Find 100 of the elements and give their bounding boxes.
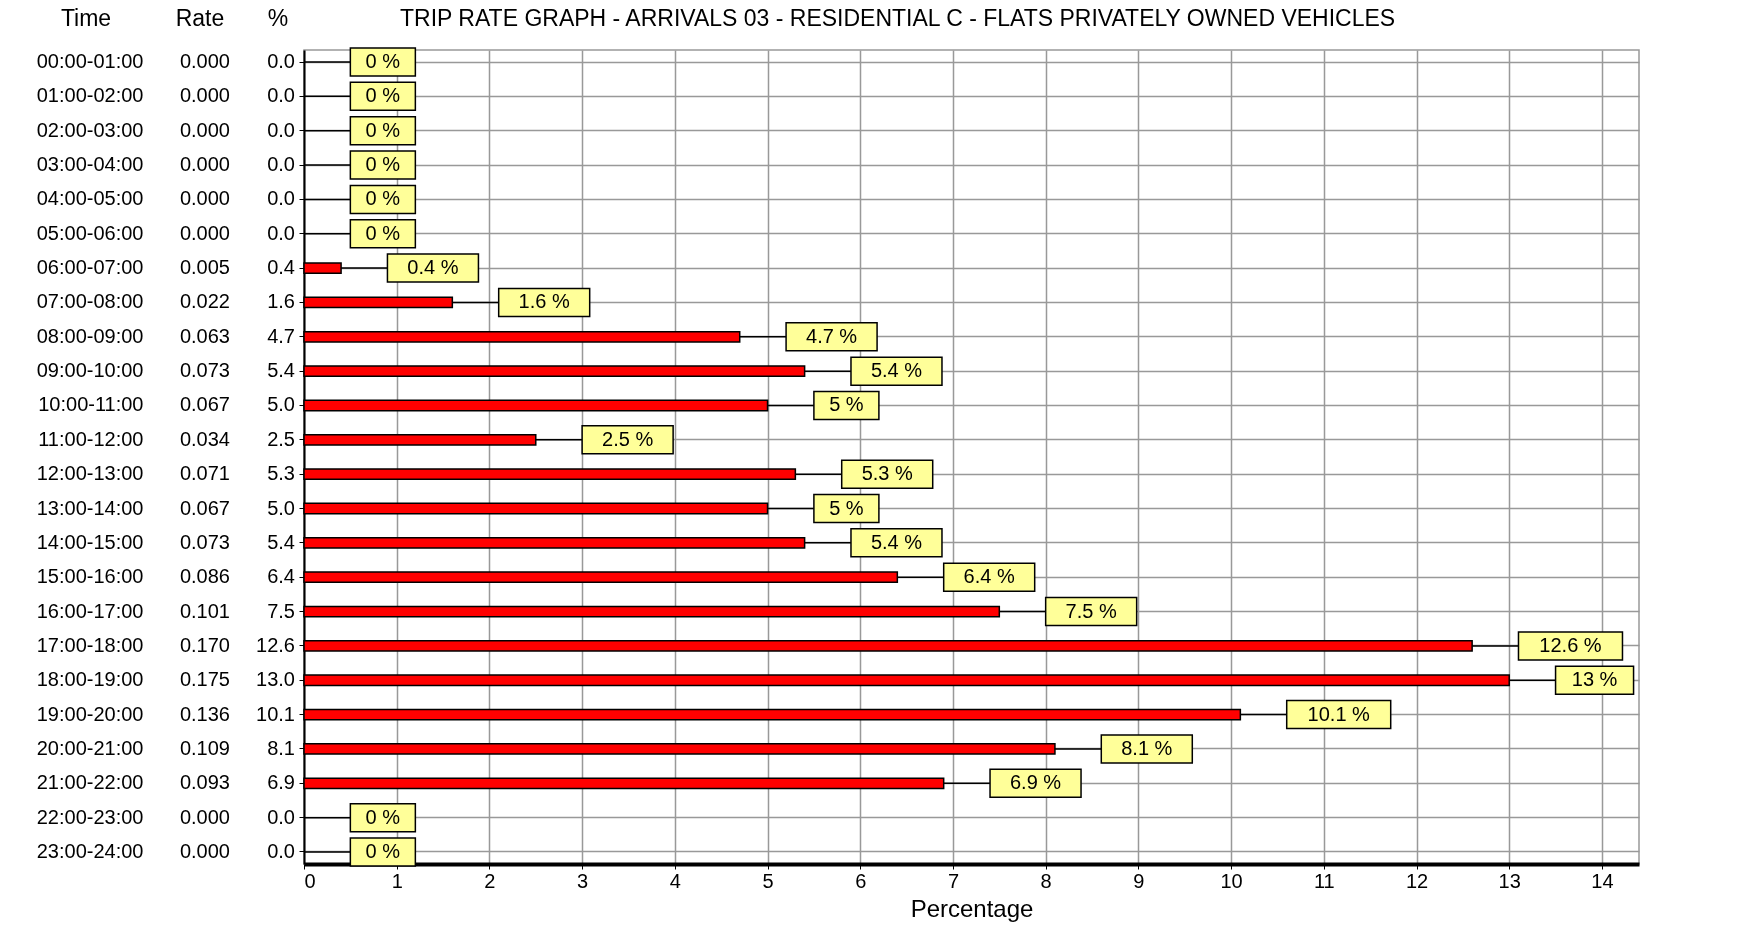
y-tick-label: 06:00-07:00 bbox=[36, 256, 144, 279]
data-label: 5.3 % bbox=[861, 462, 913, 485]
data-label: 5.4 % bbox=[870, 359, 923, 382]
text: 0.0 bbox=[267, 805, 295, 828]
x-tick-label: 8 bbox=[1040, 869, 1052, 892]
text: 0.093 bbox=[179, 771, 230, 794]
text: 0.0 bbox=[267, 153, 295, 176]
text: 10.1 bbox=[256, 702, 295, 725]
data-label: 0 % bbox=[365, 153, 401, 176]
x-tick-label: 6 bbox=[855, 869, 867, 892]
data-label: 5.4 % bbox=[870, 530, 923, 553]
text: 5.4 bbox=[267, 530, 295, 553]
data-label: 0 % bbox=[365, 118, 401, 141]
text: 13.0 bbox=[256, 668, 295, 691]
x-tick-label: 9 bbox=[1133, 869, 1145, 892]
x-tick-label: 14 bbox=[1591, 869, 1614, 892]
data-label: 0 % bbox=[365, 805, 401, 828]
text: 5.0 bbox=[267, 393, 295, 416]
text: 0.063 bbox=[179, 324, 230, 347]
text: 6.9 bbox=[267, 771, 295, 794]
text: 6.4 bbox=[267, 565, 295, 588]
data-label: 0 % bbox=[365, 221, 401, 244]
data-label: 6.9 % bbox=[1009, 771, 1062, 794]
y-tick-label: 03:00-04:00 bbox=[36, 153, 144, 176]
text: 0.073 bbox=[179, 359, 230, 382]
text: 0.101 bbox=[179, 599, 230, 622]
text: 4.7 bbox=[267, 324, 295, 347]
x-tick-label: 4 bbox=[669, 869, 681, 892]
y-tick-label: 17:00-18:00 bbox=[36, 633, 144, 656]
text: 7.5 bbox=[267, 599, 295, 622]
y-tick-label: 21:00-22:00 bbox=[36, 771, 144, 794]
text: 0.175 bbox=[179, 668, 230, 691]
data-label: 2.5 % bbox=[602, 427, 654, 450]
text: 0.005 bbox=[179, 256, 230, 279]
text: 5.4 bbox=[267, 359, 295, 382]
text: 0.073 bbox=[179, 530, 230, 553]
y-tick-label: 10:00-11:00 bbox=[38, 393, 144, 416]
x-tick-label: 5 bbox=[762, 869, 774, 892]
y-tick-label: 12:00-13:00 bbox=[36, 462, 144, 485]
x-tick-label: 10 bbox=[1220, 869, 1243, 892]
y-tick-label: 18:00-19:00 bbox=[36, 668, 144, 691]
text: Time bbox=[60, 5, 112, 31]
text: 0.067 bbox=[179, 496, 230, 519]
y-tick-label: 15:00-16:00 bbox=[36, 565, 144, 588]
y-tick-label: 19:00-20:00 bbox=[36, 702, 144, 725]
text: 5.0 bbox=[267, 496, 295, 519]
text: 0.000 bbox=[179, 153, 230, 176]
text: 12.6 bbox=[256, 633, 295, 656]
y-tick-label: 08:00-09:00 bbox=[36, 324, 144, 347]
y-tick-label: 14:00-15:00 bbox=[36, 530, 144, 553]
y-tick-label: 00:00-01:00 bbox=[36, 50, 144, 73]
y-tick-label: 20:00-21:00 bbox=[36, 736, 144, 759]
text: 0.034 bbox=[179, 427, 230, 450]
x-tick-label: 2 bbox=[484, 869, 496, 892]
y-tick-label: 23:00-24:00 bbox=[36, 839, 144, 862]
text: 0.109 bbox=[179, 736, 230, 759]
x-tick-label: 1 bbox=[391, 869, 403, 892]
text: 2.5 bbox=[267, 427, 295, 450]
y-tick-label: 01:00-02:00 bbox=[36, 84, 144, 107]
data-label: 8.1 % bbox=[1121, 736, 1173, 759]
data-label: 13 % bbox=[1571, 668, 1618, 691]
data-label: 0 % bbox=[365, 50, 401, 73]
text: 0.170 bbox=[179, 633, 230, 656]
y-tick-label: 07:00-08:00 bbox=[36, 290, 144, 313]
data-label: 1.6 % bbox=[518, 290, 570, 313]
data-label: 5 % bbox=[829, 393, 864, 416]
text: 0.071 bbox=[179, 462, 230, 485]
y-tick-label: 11:00-12:00 bbox=[38, 427, 144, 450]
data-label: 12.6 % bbox=[1539, 633, 1602, 656]
text: % bbox=[267, 5, 289, 31]
text: 0.000 bbox=[179, 805, 230, 828]
text: 0.0 bbox=[267, 221, 295, 244]
y-tick-label: 13:00-14:00 bbox=[36, 496, 144, 519]
text: 0.022 bbox=[179, 290, 230, 313]
text: 0.0 bbox=[267, 84, 295, 107]
text: 0.067 bbox=[179, 393, 230, 416]
y-tick-label: 05:00-06:00 bbox=[36, 221, 144, 244]
text: 8.1 bbox=[267, 736, 295, 759]
text: 0.136 bbox=[179, 702, 230, 725]
x-tick-label: 3 bbox=[577, 869, 589, 892]
x-axis-title: Percentage bbox=[910, 894, 1034, 922]
text: 0.0 bbox=[267, 118, 295, 141]
x-tick-label: 12 bbox=[1405, 869, 1429, 892]
data-label: 0 % bbox=[365, 187, 401, 210]
data-label: 6.4 % bbox=[963, 565, 1015, 588]
y-tick-label: 02:00-03:00 bbox=[36, 118, 144, 141]
x-tick-label: 0 bbox=[304, 869, 316, 892]
text: 0.0 bbox=[267, 187, 295, 210]
data-label: 0 % bbox=[365, 84, 401, 107]
x-tick-label: 7 bbox=[947, 869, 960, 892]
text: 0.0 bbox=[267, 839, 295, 862]
data-label: 4.7 % bbox=[806, 324, 858, 347]
text: Rate bbox=[175, 5, 225, 31]
text: 0.000 bbox=[179, 221, 230, 244]
text: 0.000 bbox=[179, 839, 230, 862]
chart-title: TRIP RATE GRAPH - ARRIVALS 03 - RESIDENTIAL C - FLATS PRIVATELY OWNED VEHICLES bbox=[400, 5, 1396, 31]
text: 0.000 bbox=[179, 84, 230, 107]
text: 0.4 bbox=[267, 256, 295, 279]
x-tick-label: 13 bbox=[1498, 869, 1521, 892]
data-label: 7.5 % bbox=[1065, 599, 1117, 622]
